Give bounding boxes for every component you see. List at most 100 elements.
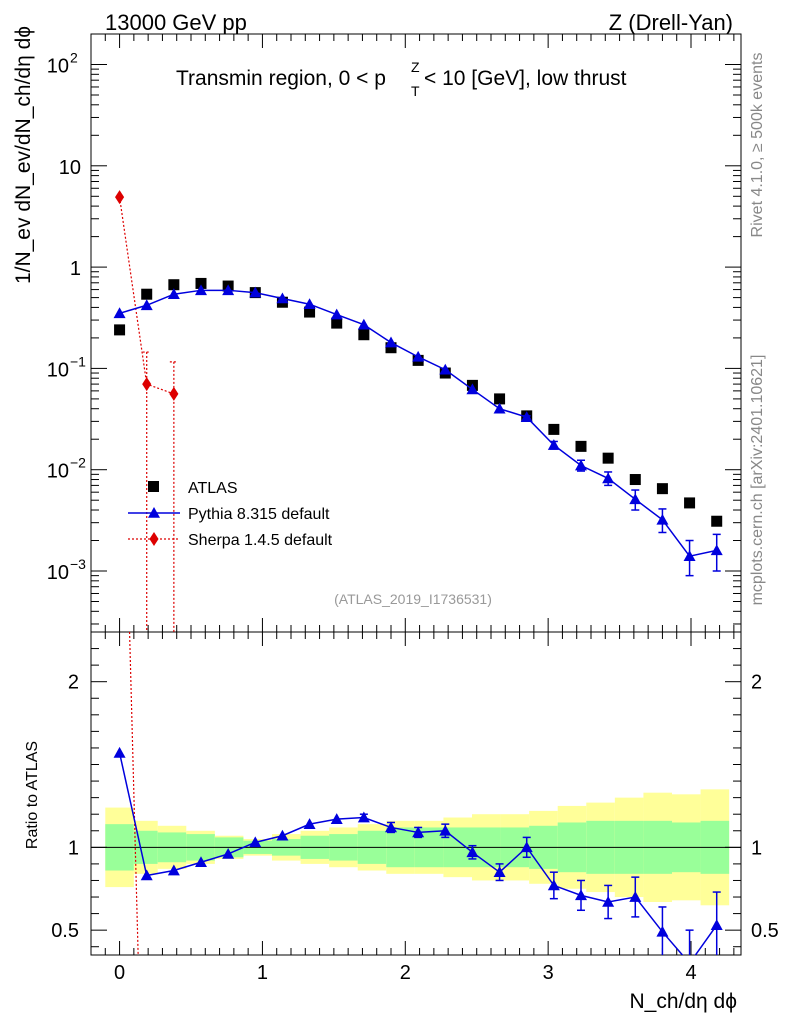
pythia-point: [439, 363, 452, 375]
pythia-point: [167, 288, 180, 300]
x-tick-label: 1: [257, 962, 268, 984]
y-tick-label-top: 10 −2: [47, 455, 86, 483]
pythia-point: [656, 513, 669, 525]
atlas-point: [575, 440, 587, 452]
ratio-tick-label-left: 1: [68, 837, 79, 859]
pythia-ratio-point: [249, 836, 262, 848]
pythia-point: [195, 284, 207, 296]
pythia-point: [113, 307, 126, 319]
atlas-point: [629, 474, 641, 486]
x-tick-label: 0: [114, 962, 125, 984]
atlas-point: [168, 279, 180, 291]
x-tick-label: 4: [685, 962, 696, 984]
pythia-ratio-point: [439, 824, 452, 836]
y-tick-exponent: −3: [70, 556, 86, 572]
sherpa-point: [142, 377, 152, 392]
atlas-point: [141, 288, 153, 300]
pythia-point: [276, 292, 289, 304]
pythia-point: [330, 308, 343, 320]
atlas-point: [304, 306, 316, 318]
y-tick-mantissa: 1: [70, 258, 81, 280]
legend: ATLAS Pythia 8.315 default Sherpa 1.4.5 de…: [128, 480, 333, 549]
bottom-panel-frame: [90, 631, 742, 956]
y-tick-label-top: 1: [70, 258, 81, 280]
atlas-point: [385, 342, 397, 354]
pythia-ratio-point: [303, 818, 316, 829]
atlas-point: [358, 329, 370, 341]
legend-label: ATLAS: [188, 480, 238, 497]
sherpa-point: [169, 386, 179, 401]
x-tick-label: 2: [400, 962, 411, 984]
header-right: Z (Drell-Yan): [609, 10, 733, 35]
pythia-ratio-point: [466, 846, 479, 858]
pythia-point: [385, 336, 397, 348]
pythia-point: [412, 350, 425, 362]
pythia-ratio-point: [493, 866, 506, 877]
ratio-tick-label-right: 2: [751, 672, 762, 694]
ratio-tick-label-right: 0.5: [751, 920, 779, 942]
y-tick-mantissa: 10: [47, 562, 69, 584]
pythia-ratio-point: [222, 847, 235, 859]
legend-marker-pythia: [148, 507, 160, 518]
x-axis-label: N_ch/dη dϕ: [630, 990, 738, 1013]
pythia-ratio-point: [520, 841, 533, 853]
pythia-point: [303, 298, 316, 310]
pythia-ratio-point: [357, 811, 370, 823]
side-label-top: Rivet 4.1.0, ≥ 500k events: [749, 53, 766, 238]
pythia-ratio-point: [656, 925, 669, 937]
pythia-ratio-point: [575, 889, 587, 901]
atlas-point: [656, 483, 668, 495]
plot-title: Transmin region, 0 < p Z T < 10 [GeV], l…: [176, 59, 627, 99]
legend-entry: Sherpa 1.4.5 default: [128, 532, 333, 549]
title-tail: < 10 [GeV], low thrust: [424, 67, 627, 90]
ratio-tick-label-left: 2: [68, 672, 79, 694]
pythia-point: [140, 299, 153, 311]
pythia-point: [683, 550, 696, 562]
atlas-point: [494, 393, 506, 405]
title-subscript: T: [411, 83, 420, 99]
pythia-point: [357, 318, 370, 330]
bottom-panel-series: [113, 632, 723, 955]
legend-entry: ATLAS: [148, 480, 238, 497]
y-tick-exponent: 2: [70, 49, 78, 65]
top-panel-series: [113, 190, 723, 632]
y-tick-mantissa: 10: [59, 157, 81, 179]
pythia-ratio-point: [412, 826, 425, 838]
pythia-point: [520, 411, 533, 422]
pythia-ratio-point: [113, 746, 126, 758]
y-tick-exponent: −1: [70, 353, 86, 369]
x-tick-label: 3: [543, 962, 554, 984]
y-tick-label-top: 10 2: [47, 49, 78, 77]
title-superscript: Z: [411, 59, 420, 75]
pythia-ratio-point: [710, 919, 723, 930]
sherpa-point: [115, 190, 125, 205]
y-tick-label-top: 10 −1: [47, 353, 86, 381]
pythia-point: [222, 284, 235, 296]
ratio-tick-label-right: 1: [751, 837, 762, 859]
y-tick-mantissa: 10: [47, 55, 69, 77]
pythia-point: [466, 383, 479, 395]
uncertainty-bands: [91, 789, 741, 906]
legend-marker-atlas: [148, 481, 159, 492]
pythia-ratio-point: [195, 856, 207, 868]
pythia-ratio-point: [602, 895, 615, 907]
pythia-ratio-point: [276, 829, 289, 841]
atlas-point: [684, 497, 696, 509]
atlas-point: [548, 423, 560, 435]
title-main: Transmin region, 0 < p: [176, 67, 386, 90]
pythia-ratio-point: [330, 813, 343, 824]
y-tick-label-top: 10 −3: [47, 556, 86, 584]
atlas-point: [114, 324, 126, 336]
atlas-point: [602, 452, 614, 464]
y-tick-mantissa: 10: [47, 359, 69, 381]
atlas-point: [331, 317, 343, 329]
ratio-tick-label-left: 0.5: [51, 920, 79, 942]
legend-label: Sherpa 1.4.5 default: [188, 532, 333, 549]
legend-marker-sherpa: [149, 532, 159, 546]
y-tick-exponent: −2: [70, 455, 86, 471]
header-left: 13000 GeV pp: [105, 10, 247, 35]
atlas-point: [711, 515, 723, 527]
